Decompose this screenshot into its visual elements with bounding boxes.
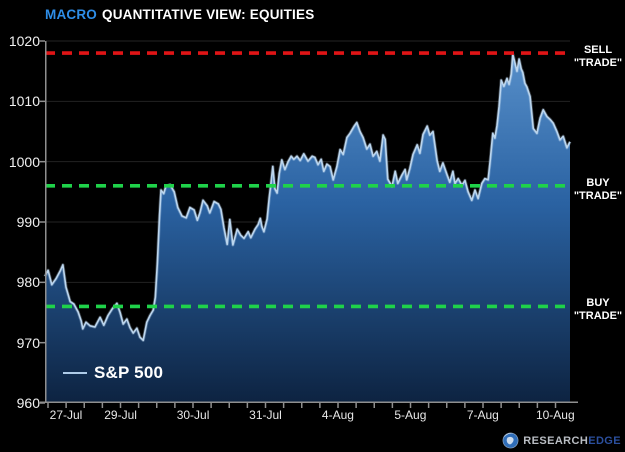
- title-rest: QUANTITATIVE VIEW: EQUITIES: [102, 7, 315, 22]
- legend-line-swatch: [63, 371, 87, 375]
- legend: S&P 500: [63, 363, 163, 383]
- x-tick-label: 27-Jul: [49, 408, 83, 422]
- buy-trade-label: BUY "TRADE": [573, 176, 623, 202]
- page-title: MACRO QUANTITATIVE VIEW: EQUITIES: [45, 7, 314, 22]
- x-tick-label: 29-Jul: [104, 408, 137, 422]
- x-tick-label: 31-Jul: [249, 408, 282, 422]
- x-tick-label: 10-Aug: [535, 408, 575, 422]
- y-tick-label: 1020: [8, 33, 40, 49]
- sp500-price-chart: [39, 40, 578, 408]
- x-tick-label: 5-Aug: [394, 408, 427, 422]
- brand-logo: RESEARCH EDGE: [502, 432, 621, 449]
- x-tick-label: 30-Jul: [176, 408, 210, 422]
- x-tick-label: 7-Aug: [466, 408, 499, 422]
- legend-label: S&P 500: [94, 363, 164, 382]
- title-accent: MACRO: [45, 7, 97, 22]
- y-tick-label: 1000: [8, 153, 40, 170]
- logo-text-research: RESEARCH: [523, 434, 589, 447]
- x-tick-label: 4-Aug: [321, 408, 354, 422]
- buy-trade-label: BUY "TRADE": [573, 297, 623, 323]
- y-tick-label: 980: [16, 274, 40, 291]
- globe-icon: [502, 432, 519, 449]
- y-tick-label: 1010: [8, 93, 40, 110]
- sell-trade-label: SELL "TRADE": [573, 44, 623, 70]
- plot-area: S&P 500: [39, 40, 578, 408]
- y-tick-label: 990: [16, 214, 40, 230]
- y-tick-label: 960: [16, 395, 40, 411]
- logo-text-edge: EDGE: [588, 434, 621, 447]
- sp500-line: [44, 53, 571, 342]
- sp500-area-fill: [45, 54, 570, 404]
- y-tick-label: 970: [16, 334, 40, 351]
